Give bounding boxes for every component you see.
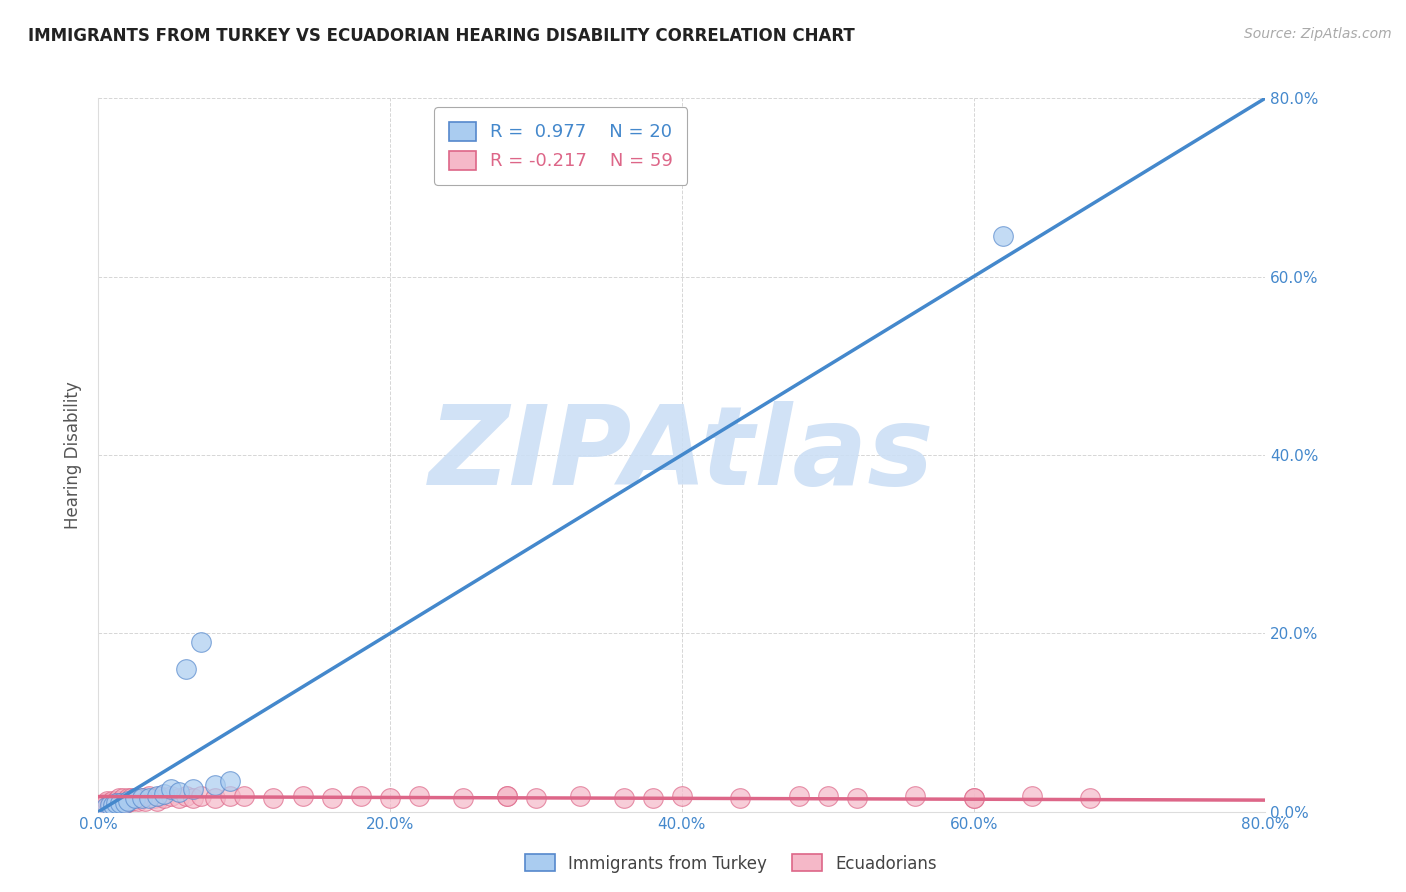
Point	[118, 794, 141, 808]
Point	[495, 789, 517, 803]
Point	[350, 789, 373, 803]
Point	[101, 797, 124, 812]
Point	[94, 796, 117, 810]
Point	[181, 782, 204, 797]
Legend: R =  0.977    N = 20, R = -0.217    N = 59: R = 0.977 N = 20, R = -0.217 N = 59	[434, 107, 688, 185]
Point	[962, 791, 984, 805]
Point	[378, 791, 402, 805]
Point	[233, 789, 256, 803]
Point	[991, 229, 1014, 244]
Point	[142, 791, 165, 805]
Point	[641, 791, 664, 805]
Point	[904, 789, 927, 803]
Point	[110, 796, 132, 810]
Point	[153, 787, 176, 801]
Point	[174, 662, 197, 676]
Point	[174, 789, 197, 803]
Point	[108, 791, 131, 805]
Point	[124, 791, 146, 805]
Point	[104, 794, 127, 808]
Point	[204, 791, 226, 805]
Point	[495, 789, 517, 803]
Point	[787, 789, 810, 803]
Point	[160, 782, 183, 797]
Point	[218, 773, 240, 788]
Point	[115, 796, 138, 810]
Point	[568, 789, 591, 803]
Point	[110, 794, 132, 808]
Point	[153, 791, 176, 805]
Point	[114, 796, 136, 810]
Point	[114, 794, 136, 808]
Point	[291, 789, 314, 803]
Point	[131, 791, 153, 805]
Point	[612, 791, 634, 805]
Legend: Immigrants from Turkey, Ecuadorians: Immigrants from Turkey, Ecuadorians	[519, 847, 943, 880]
Point	[138, 789, 160, 803]
Point	[408, 789, 430, 803]
Point	[728, 791, 751, 805]
Point	[167, 791, 190, 805]
Point	[134, 794, 156, 808]
Point	[91, 797, 114, 812]
Point	[131, 791, 153, 805]
Point	[262, 791, 284, 805]
Point	[321, 791, 343, 805]
Text: IMMIGRANTS FROM TURKEY VS ECUADORIAN HEARING DISABILITY CORRELATION CHART: IMMIGRANTS FROM TURKEY VS ECUADORIAN HEA…	[28, 27, 855, 45]
Point	[146, 789, 169, 803]
Y-axis label: Hearing Disability: Hearing Disability	[65, 381, 83, 529]
Point	[181, 791, 204, 805]
Point	[111, 796, 134, 810]
Text: Source: ZipAtlas.com: Source: ZipAtlas.com	[1244, 27, 1392, 41]
Text: ZIPAtlas: ZIPAtlas	[429, 401, 935, 508]
Point	[1021, 789, 1043, 803]
Point	[138, 791, 160, 805]
Point	[1080, 791, 1102, 805]
Point	[117, 794, 139, 808]
Point	[103, 796, 125, 810]
Point	[124, 791, 146, 805]
Point	[146, 794, 169, 808]
Point	[104, 796, 127, 810]
Point	[117, 791, 139, 805]
Point	[817, 789, 839, 803]
Point	[167, 785, 190, 799]
Point	[190, 635, 212, 649]
Point	[524, 791, 547, 805]
Point	[105, 796, 128, 810]
Point	[120, 791, 142, 805]
Point	[190, 789, 212, 803]
Point	[96, 794, 118, 808]
Point	[218, 789, 240, 803]
Point	[671, 789, 693, 803]
Point	[94, 800, 117, 814]
Point	[451, 791, 474, 805]
Point	[127, 794, 149, 808]
Point	[98, 797, 121, 812]
Point	[98, 796, 121, 810]
Point	[100, 794, 122, 808]
Point	[845, 791, 868, 805]
Point	[101, 797, 124, 812]
Point	[149, 789, 172, 803]
Point	[962, 791, 984, 805]
Point	[204, 778, 226, 792]
Point	[160, 789, 183, 803]
Point	[112, 791, 135, 805]
Point	[121, 794, 143, 808]
